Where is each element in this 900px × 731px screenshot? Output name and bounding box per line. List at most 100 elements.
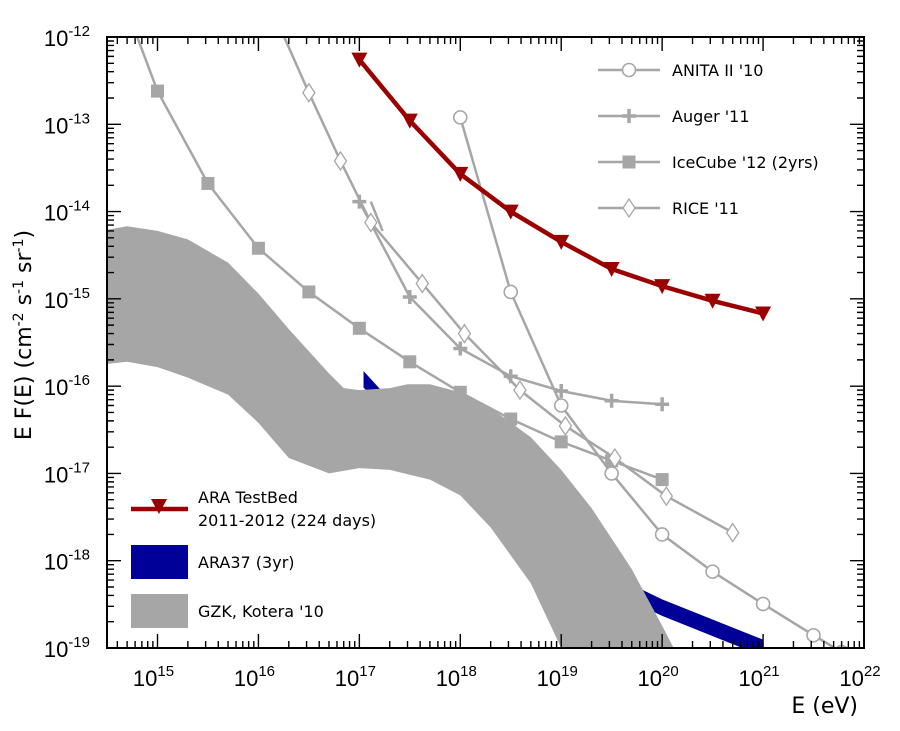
y-tick-marks (107, 40, 864, 649)
axis-frame (106, 36, 865, 649)
point-anita-ii-10-5 (705, 564, 720, 579)
point-rice-11-9 (725, 522, 740, 543)
legend-swatch (131, 545, 188, 579)
legend-label-line2: 2011-2012 (224 days) (198, 511, 376, 530)
y-tick-label-15: 10-15 (44, 285, 90, 313)
legend-entry-auger-11: Auger '11 (598, 107, 750, 126)
curve-auger-branch (369, 201, 384, 232)
legend-label: Auger '11 (672, 107, 750, 126)
point-rice-11-1 (333, 150, 348, 172)
x-axis-label: E (eV) (791, 694, 858, 719)
band-layer (107, 226, 764, 648)
y-axis-label-exp3: -1 (11, 239, 27, 253)
legend-marker-ara-testbed (151, 499, 167, 514)
legend-label: RICE '11 (672, 199, 739, 218)
x-tick-label-20: 1020 (638, 663, 679, 691)
point-rice-11-6 (558, 415, 573, 437)
point-rice-11-7 (608, 447, 622, 469)
legend-top-right: ANITA II '10 Auger '11 IceCube '12 (2yrs) R… (598, 61, 819, 219)
legend-entry-anita-ii-10: ANITA II '10 (598, 61, 763, 80)
legend-entry-rice-11: RICE '11 (598, 197, 739, 219)
point-icecube-12-2yrs-8 (554, 435, 568, 449)
point-ara-testbed-2 (452, 166, 469, 182)
legend-label: ARA37 (3yr) (198, 553, 295, 572)
series-ara-testbed (351, 52, 772, 322)
point-ara-testbed-5 (603, 261, 620, 277)
point-rice-11-5 (513, 379, 527, 401)
x-tick-marks (116, 37, 861, 648)
y-tick-label-18: 10-18 (44, 547, 90, 575)
legend-bottom-left: ARA TestBed 2011-2012 (224 days) ARA37 (3y… (131, 488, 376, 628)
point-anita-ii-10-6 (755, 596, 771, 612)
point-ara-testbed-1 (401, 113, 418, 129)
point-ara-testbed-8 (755, 306, 772, 322)
point-anita-ii-10-2 (553, 398, 569, 413)
point-ara-testbed-6 (654, 279, 671, 295)
y-axis-label-exp2: -1 (11, 280, 27, 294)
legend-entry-ara-testbed: ARA TestBed 2011-2012 (224 days) (131, 488, 376, 530)
x-tick-label-16: 1016 (234, 663, 275, 691)
point-anita-ii-10-0 (452, 110, 468, 125)
x-tick-label-22: 1022 (839, 663, 880, 691)
point-anita-ii-10-3 (604, 466, 619, 481)
plot-frame (106, 36, 865, 649)
x-axis-ticks: 1015 1016 1017 1018 1019 1020 1021 1022 (116, 37, 881, 691)
point-ara-testbed-7 (704, 293, 721, 309)
curve-anita-early (136, 37, 159, 92)
y-axis-label-end: ) (12, 230, 37, 239)
y-tick-label-17: 10-17 (44, 459, 90, 487)
point-auger-11-5 (604, 393, 619, 408)
legend-label: ANITA II '10 (672, 61, 763, 80)
point-rice-11-4 (457, 323, 472, 344)
point-icecube-12-2yrs-6 (453, 385, 467, 399)
x-tick-label-15: 1015 (133, 663, 174, 691)
y-axis-label-mid1: s (12, 294, 37, 312)
y-tick-label-14: 10-14 (44, 198, 90, 226)
point-anita-ii-10-7 (806, 627, 821, 643)
series-line-rice-11 (307, 92, 734, 534)
legend-entry-icecube-12-2yrs: IceCube '12 (2yrs) (598, 153, 819, 172)
point-auger-11-2 (453, 341, 468, 356)
point-rice-11-8 (659, 485, 674, 507)
legend-label: IceCube '12 (2yrs) (672, 153, 819, 172)
legend-label: ARA TestBed (198, 488, 298, 507)
point-ara-testbed-3 (502, 204, 519, 220)
y-axis-label: E F(E) (cm-2 s-1 sr-1) (11, 230, 37, 440)
curve-rice-early (283, 37, 311, 94)
legend-marker-rice-11 (622, 197, 636, 219)
y-axis-ticks: 10-12 10-13 10-14 10-15 10-16 10-17 10-18 10-19 (44, 23, 864, 662)
point-icecube-12-2yrs-2 (251, 241, 265, 255)
point-ara-testbed-4 (553, 234, 570, 250)
legend-marker-auger-11 (622, 109, 636, 123)
point-icecube-12-2yrs-7 (504, 412, 518, 426)
y-axis-label-main: E F(E) (cm (12, 326, 37, 440)
point-auger-11-4 (554, 383, 569, 398)
x-tick-label-19: 1019 (537, 663, 578, 691)
point-icecube-12-2yrs-1 (201, 176, 215, 190)
band-gzk-kotera-10 (107, 226, 674, 648)
legend-marker-anita-ii-10 (621, 62, 637, 78)
point-icecube-12-2yrs-3 (302, 285, 316, 299)
point-auger-11-6 (655, 397, 670, 412)
x-tick-label-18: 1018 (436, 663, 477, 691)
point-auger-11-1 (402, 290, 417, 305)
x-tick-label-17: 1017 (335, 663, 376, 691)
point-ara-testbed-0 (351, 52, 368, 68)
point-icecube-12-2yrs-0 (150, 84, 164, 98)
legend-marker-icecube-12-2yrs (622, 155, 636, 169)
legend-label: GZK, Kotera '10 (198, 602, 324, 621)
x-tick-label-21: 1021 (738, 663, 779, 691)
point-rice-11-2 (364, 212, 378, 233)
legend-entry-gzk-kotera-10: GZK, Kotera '10 (131, 594, 324, 628)
point-anita-ii-10-4 (654, 527, 670, 542)
series-anita-ii-10 (452, 110, 848, 648)
series-layer (136, 37, 848, 648)
point-icecube-12-2yrs-5 (403, 355, 417, 369)
point-rice-11-3 (415, 273, 430, 294)
y-tick-label-19: 10-19 (44, 634, 90, 662)
point-icecube-12-2yrs-4 (352, 321, 366, 335)
series-rice-11 (302, 82, 740, 543)
point-rice-11-0 (302, 82, 316, 103)
legend-swatch (131, 594, 188, 628)
